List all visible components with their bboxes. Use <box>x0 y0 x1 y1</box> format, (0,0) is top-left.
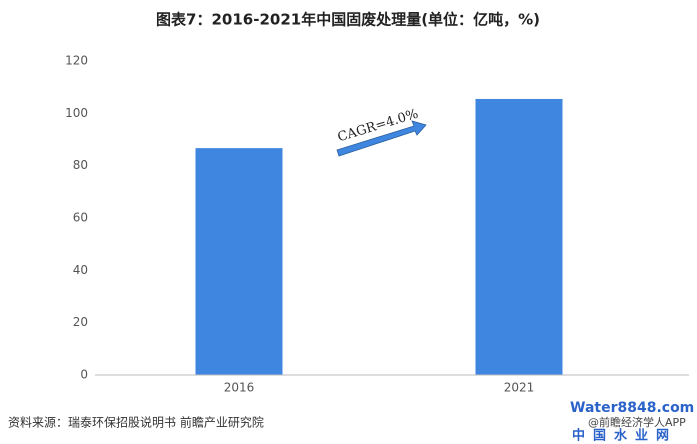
bar <box>475 98 563 376</box>
x-tick-label: 2021 <box>504 381 535 395</box>
y-tick-label: 80 <box>73 158 88 172</box>
y-tick-label: 60 <box>73 211 88 225</box>
x-tick-label: 2016 <box>224 381 255 395</box>
source: 资料来源：瑞泰环保招股说明书 前瞻产业研究院 <box>8 415 264 430</box>
bar <box>195 148 283 375</box>
y-tick-label: 120 <box>65 54 88 68</box>
y-tick-label: 20 <box>73 315 88 329</box>
watermark: 中国水业网 <box>572 428 677 444</box>
watermark: Water8848.com <box>570 400 694 416</box>
y-tick-label: 100 <box>65 106 88 120</box>
chart-title: 图表7：2016-2021年中国固废处理量(单位：亿吨，%) <box>156 11 540 29</box>
y-tick-label: 0 <box>80 368 88 382</box>
cagr-arrow <box>336 120 427 157</box>
y-tick-label: 40 <box>73 263 88 277</box>
watermark: @前瞻经济学人APP <box>588 415 686 429</box>
